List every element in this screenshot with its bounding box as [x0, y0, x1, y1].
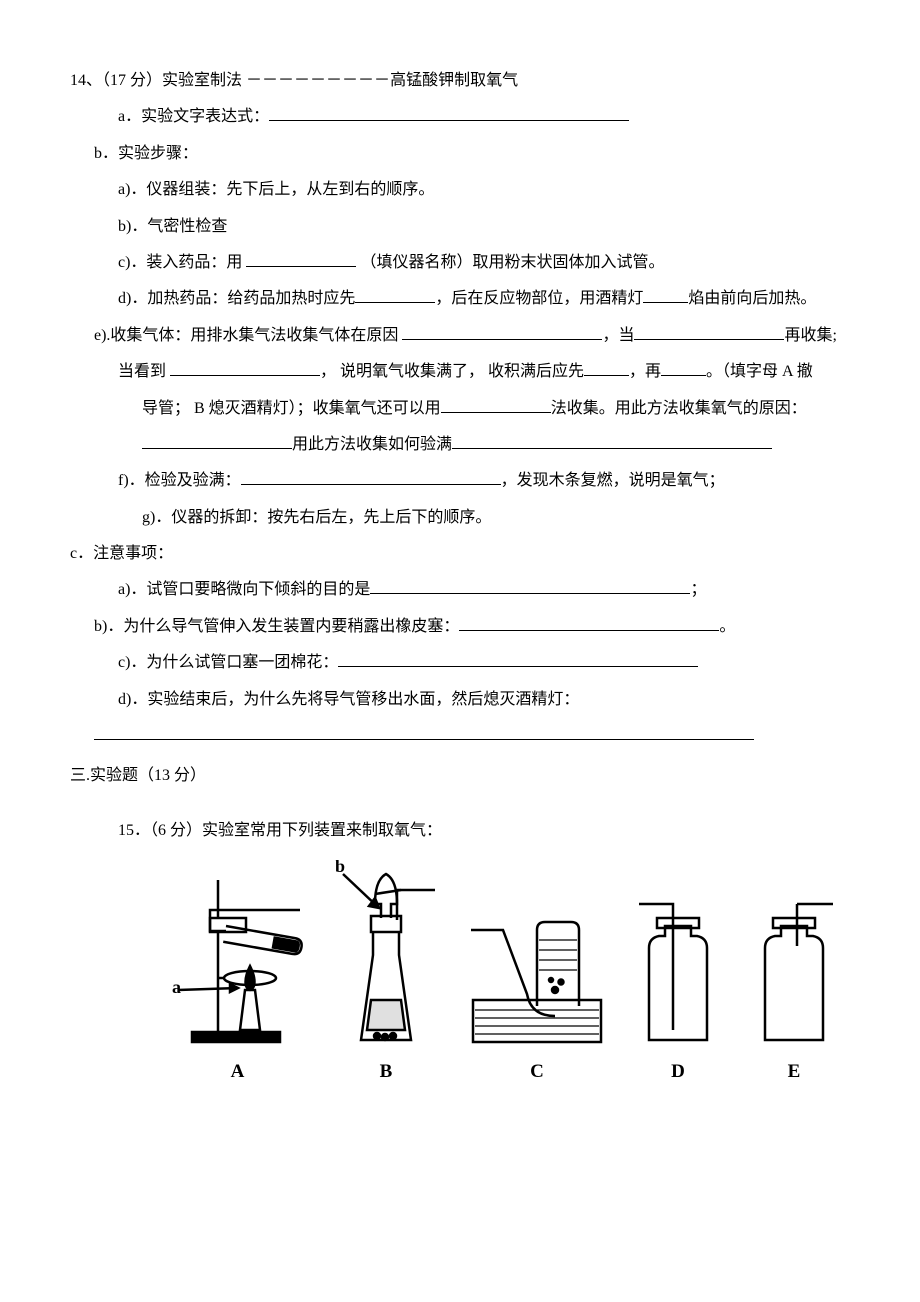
blank	[370, 577, 690, 594]
q15-header: 15．（6 分）实验室常用下列装置来制取氧气：	[70, 816, 850, 846]
apparatus-d-label: D	[671, 1054, 685, 1090]
blank	[643, 286, 688, 303]
blank	[269, 104, 629, 121]
q14-c-d-blank	[70, 721, 850, 751]
blank	[355, 286, 435, 303]
q15-figure: a A	[170, 860, 850, 1090]
blank	[338, 650, 698, 667]
blank	[402, 323, 602, 340]
blank	[452, 432, 772, 449]
blank	[246, 250, 356, 267]
q14-b-label: b．实验步骤：	[94, 145, 198, 162]
q14-b-g: g)．仪器的拆卸：按先右后左，先上后下的顺序。	[70, 503, 850, 533]
apparatus-d: D	[633, 890, 723, 1090]
q14-a: a．实验文字表达式：	[70, 102, 850, 132]
svg-text:a: a	[172, 977, 181, 997]
q15-points: （6 分）	[150, 822, 202, 839]
apparatus-b-label: B	[380, 1054, 393, 1090]
q14-b-a: a)．仪器组装：先下后上，从左到右的顺序。	[70, 175, 850, 205]
q14-title-dashes: －－－－－－－－－	[246, 72, 390, 89]
apparatus-a: a A	[170, 870, 305, 1090]
q14-number: 14、	[70, 72, 102, 89]
apparatus-c: C	[467, 890, 607, 1090]
q14-b-e-l3: 导管； B 熄灭酒精灯）；收集氧气还可以用法收集。用此方法收集氧气的原因：	[70, 394, 850, 424]
q14-c-c: c)．为什么试管口塞一团棉花：	[70, 648, 850, 678]
apparatus-e-label: E	[788, 1054, 801, 1090]
apparatus-c-label: C	[530, 1054, 544, 1090]
apparatus-e: E	[749, 890, 839, 1090]
q14-points: （17 分）	[102, 72, 162, 89]
q14-b-e-l2: 当看到 ， 说明氧气收集满了， 收积满后应先，再。（填字母 A 撤	[70, 357, 850, 387]
q14-a-label: a．实验文字表达式：	[118, 108, 269, 125]
blank	[661, 359, 706, 376]
q14-b: b．实验步骤：	[70, 139, 850, 169]
apparatus-c-svg	[467, 890, 607, 1050]
apparatus-e-svg	[749, 890, 839, 1050]
apparatus-a-svg: a	[170, 870, 305, 1050]
svg-text:b: b	[335, 860, 345, 876]
apparatus-a-label: A	[231, 1054, 245, 1090]
q14-c-a: a)．试管口要略微向下倾斜的目的是；	[70, 575, 850, 605]
q14-b-e-l1: e).收集气体：用排水集气法收集气体在原因 ，当再收集;	[70, 321, 850, 351]
blank	[94, 723, 754, 740]
q15-text: 实验室常用下列装置来制取氧气：	[202, 822, 442, 839]
q14-header: 14、（17 分）实验室制法 －－－－－－－－－高锰酸钾制取氧气	[70, 66, 850, 96]
q14-c: c．注意事项：	[70, 539, 850, 569]
q14-b-b: b)．气密性检查	[70, 212, 850, 242]
q14-title-post: 高锰酸钾制取氧气	[390, 72, 518, 89]
q14-b-f: f)．检验及验满：，发现木条复燃，说明是氧气；	[70, 466, 850, 496]
q14-c-d: d)．实验结束后，为什么先将导气管移出水面，然后熄灭酒精灯：	[70, 685, 850, 715]
apparatus-b-svg: b	[331, 860, 441, 1050]
q14-c-b: b)．为什么导气管伸入发生装置内要稍露出橡皮塞：。	[70, 612, 850, 642]
q14-b-d: d)．加热药品：给药品加热时应先，后在反应物部位，用酒精灯焰由前向后加热。	[70, 284, 850, 314]
blank	[142, 432, 292, 449]
blank	[241, 468, 501, 485]
blank	[170, 359, 320, 376]
apparatus-b: b B	[331, 860, 441, 1090]
blank	[441, 396, 551, 413]
q15-number: 15．	[118, 822, 150, 839]
apparatus-d-svg	[633, 890, 723, 1050]
q14-b-e-l4: 用此方法收集如何验满	[70, 430, 850, 460]
blank	[459, 614, 719, 631]
section3-header: 三.实验题（13 分）	[70, 761, 850, 791]
q14-title-pre: 实验室制法	[162, 72, 246, 89]
blank	[634, 323, 784, 340]
q14-b-c: c)．装入药品：用 （填仪器名称）取用粉末状固体加入试管。	[70, 248, 850, 278]
blank	[584, 359, 629, 376]
